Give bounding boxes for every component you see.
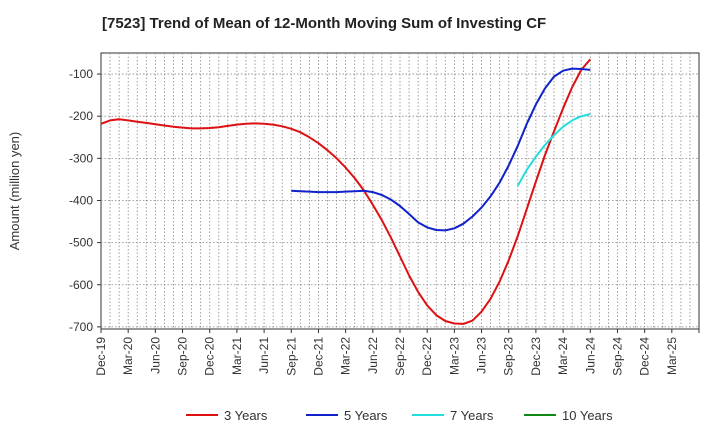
y-tick-label: -700 (69, 320, 93, 334)
y-tick-label: -500 (69, 236, 93, 250)
x-tick-label: Jun-23 (475, 337, 489, 374)
x-tick-label: Dec-20 (203, 337, 217, 376)
x-tick-label: Dec-22 (420, 337, 434, 376)
y-tick-label: -300 (69, 151, 93, 165)
y-tick-label: -100 (69, 67, 93, 81)
chart-title: [7523] Trend of Mean of 12-Month Moving … (102, 15, 546, 32)
series-layer (100, 58, 592, 325)
grid-horizontal (101, 73, 699, 328)
x-tick-label: Dec-24 (638, 337, 652, 376)
x-tick-label: Mar-23 (447, 337, 461, 375)
x-tick-label: Jun-20 (148, 337, 162, 374)
x-axis: Dec-19 Mar-20 Jun-20 Sep-20 Dec-20 Mar-21 Jun-… (94, 329, 700, 376)
x-tick-label: Mar-25 (665, 337, 679, 375)
series-line-3-years (100, 58, 592, 325)
x-tick-label: Jun-21 (257, 337, 271, 374)
x-tick-label: Dec-23 (529, 337, 543, 376)
x-tick-label: Mar-24 (556, 337, 570, 375)
y-tick-label: -400 (69, 193, 93, 207)
x-tick-label: Sep-21 (284, 337, 298, 376)
x-tick-label: Mar-21 (230, 337, 244, 375)
x-tick-label: Sep-20 (176, 337, 190, 376)
x-tick-label: Jun-24 (583, 337, 597, 374)
x-tick-label: Jun-22 (366, 337, 380, 374)
x-tick-label: Sep-22 (393, 337, 407, 376)
legend-label-7-years: 7 Years (450, 408, 494, 423)
y-axis: -100 -200 -300 -400 -500 -600 -700 (69, 67, 101, 334)
x-tick-label: Mar-22 (339, 337, 353, 375)
x-tick-label: Mar-20 (121, 337, 135, 375)
series-line-5-years (291, 67, 591, 232)
x-tick-label: Sep-24 (610, 337, 624, 376)
y-tick-label: -200 (69, 109, 93, 123)
legend-label-3-years: 3 Years (224, 408, 268, 423)
x-tick-label: Dec-19 (94, 337, 108, 376)
y-axis-label: Amount (million yen) (7, 132, 22, 251)
series-line-7-years (516, 113, 591, 187)
x-tick-label: Dec-21 (311, 337, 325, 376)
legend-label-5-years: 5 Years (344, 408, 388, 423)
x-tick-label: Sep-23 (502, 337, 516, 376)
legend-label-10-years: 10 Years (562, 408, 613, 423)
y-tick-label: -600 (69, 278, 93, 292)
legend: 3 Years 5 Years 7 Years 10 Years (186, 408, 613, 423)
